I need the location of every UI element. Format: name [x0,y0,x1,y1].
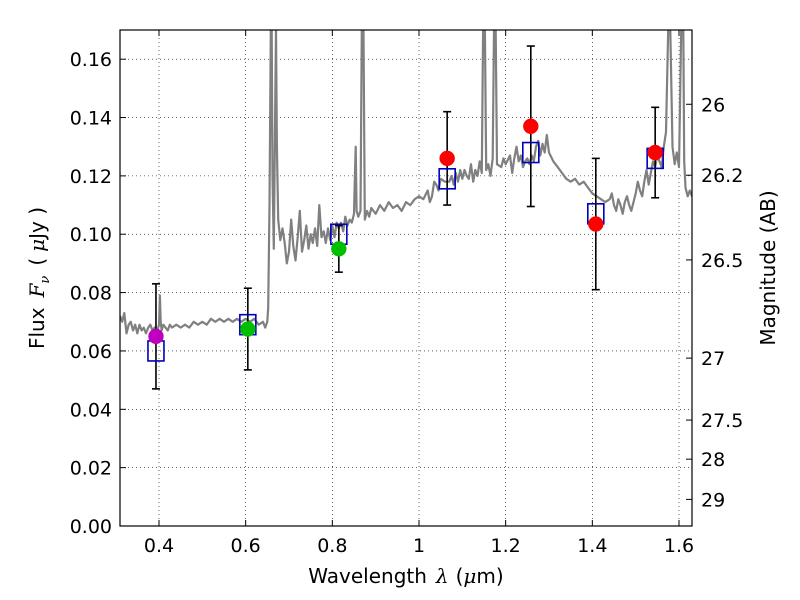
y2-tick-label: 27.5 [701,410,743,432]
y2-tick-label: 29 [701,489,725,511]
y2-tick-label: 26 [701,94,725,116]
observed-point [331,241,347,257]
x-tick-label: 0.6 [231,535,261,557]
x-tick-label: 0.8 [317,535,347,557]
y2-axis-label: Magnitude (AB) [756,190,780,345]
y2-tick-label: 26.2 [701,165,743,187]
y-tick-label: 0.02 [70,458,112,480]
y-tick-label: 0.10 [70,224,112,246]
ticks: 0.4 0.6 0.8 1 1.2 1.4 1.6 0.00 0.02 0.04 0.06 0.08 0… [70,30,743,557]
x-tick-label: 0.4 [144,535,174,557]
x-tick-label: 1.2 [491,535,521,557]
y-tick-label: 0.12 [70,166,112,188]
y-tick-label: 0.14 [70,108,112,130]
y-tick-label: 0.08 [70,283,112,305]
y-tick-label: 0.00 [70,516,112,538]
plot-frame [119,29,693,527]
observed-point [240,321,256,337]
x-tick-label: 1 [413,535,425,557]
x-axis-label: Wavelength λ (μm) [308,564,503,588]
plot-background [120,30,692,526]
model-square [438,168,456,190]
points-layer [147,45,664,390]
y2-tick-label: 27 [701,348,725,370]
observed-point [647,144,663,161]
spectrum-layer [120,30,692,335]
model-square [521,141,540,164]
y-tick-label: 0.06 [70,341,112,363]
x-tick-label: 1.4 [577,535,607,557]
observed-point [588,216,604,232]
y-tick-label: 0.04 [70,399,112,421]
spectrum-line [120,30,692,335]
observed-point [439,150,455,167]
y2-tick-label: 28 [701,449,725,471]
observed-point [523,118,539,135]
y-axis-label: FluxFν(μJy ) [25,207,53,349]
y-tick-label: 0.16 [70,49,112,71]
y2-tick-label: 26.5 [701,250,743,272]
x-tick-label: 1.6 [664,535,694,557]
observed-point [148,328,164,345]
